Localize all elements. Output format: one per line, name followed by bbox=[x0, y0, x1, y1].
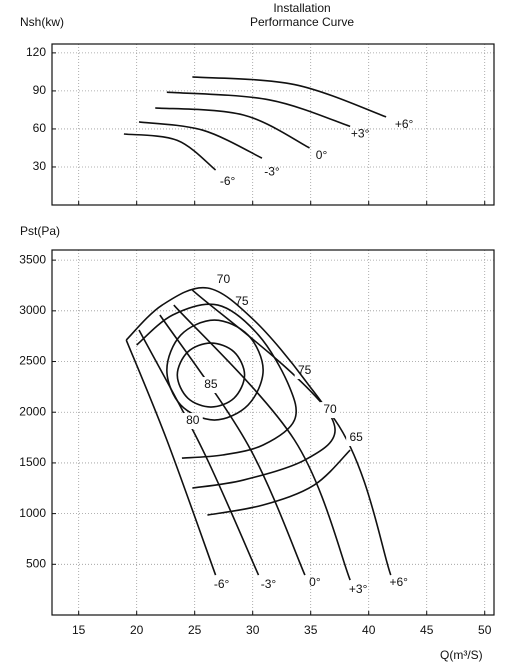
y-tick-label: 60 bbox=[33, 121, 47, 135]
label-bg bbox=[213, 272, 234, 289]
y-tick-label: 2500 bbox=[19, 354, 46, 368]
curve-label: -3° bbox=[261, 577, 277, 591]
label-bg bbox=[294, 363, 315, 380]
performance-curve bbox=[123, 133, 217, 171]
label-bg bbox=[182, 413, 203, 430]
curve-label: +6° bbox=[395, 117, 414, 131]
contour-label: 85 bbox=[204, 377, 218, 391]
x-tick-label: 40 bbox=[362, 623, 376, 637]
y-tick-label: 90 bbox=[33, 83, 47, 97]
curve-label: +6° bbox=[390, 575, 409, 589]
contour-label: 65 bbox=[349, 430, 363, 444]
efficiency-contour bbox=[136, 303, 297, 459]
performance-curve bbox=[155, 107, 310, 149]
curve-label: -6° bbox=[214, 577, 230, 591]
contour-label: 70 bbox=[217, 272, 231, 286]
plot-frame bbox=[51, 43, 495, 206]
x-tick-label: 20 bbox=[130, 623, 144, 637]
chart-title: Installation bbox=[273, 1, 330, 15]
y-tick-label: 2000 bbox=[19, 404, 46, 418]
curve-label: -6° bbox=[220, 174, 236, 188]
x-tick-label: 25 bbox=[188, 623, 202, 637]
performance-curve bbox=[138, 121, 263, 159]
contour-label: 70 bbox=[323, 402, 337, 416]
chart-subtitle: Performance Curve bbox=[250, 15, 354, 29]
y-tick-label: 1000 bbox=[19, 506, 46, 520]
x-tick-label: 45 bbox=[420, 623, 434, 637]
efficiency-contour bbox=[125, 286, 336, 489]
label-bg bbox=[231, 294, 252, 311]
y-tick-label: 3000 bbox=[19, 303, 46, 317]
performance-curve bbox=[173, 304, 351, 581]
x-tick-label: 30 bbox=[246, 623, 260, 637]
x-tick-label: 35 bbox=[304, 623, 318, 637]
x-axis-label: Q(m³/S) bbox=[440, 648, 483, 662]
performance-curve bbox=[159, 314, 306, 576]
curve-label: -3° bbox=[264, 164, 280, 178]
curve-label: +3° bbox=[351, 127, 370, 141]
label-bg bbox=[320, 402, 341, 419]
y-axis-label: Nsh(kw) bbox=[20, 15, 64, 29]
contour-label: 75 bbox=[235, 294, 249, 308]
performance-curve bbox=[166, 91, 351, 128]
y-tick-label: 30 bbox=[33, 159, 47, 173]
performance-curve bbox=[138, 329, 260, 576]
y-tick-label: 3500 bbox=[19, 252, 46, 266]
y-axis-label: Pst(Pa) bbox=[20, 224, 60, 238]
contour-label: 75 bbox=[298, 363, 312, 377]
contour-label: 80 bbox=[186, 413, 200, 427]
efficiency-contour bbox=[207, 449, 351, 516]
plot-frame bbox=[51, 249, 495, 616]
performance-curve bbox=[125, 339, 217, 576]
x-tick-label: 15 bbox=[72, 623, 86, 637]
curve-label: 0° bbox=[309, 575, 321, 589]
curve-label: +3° bbox=[349, 582, 368, 596]
efficiency-contour bbox=[166, 319, 264, 421]
label-bg bbox=[346, 430, 367, 447]
performance-curve bbox=[191, 289, 392, 576]
y-tick-label: 120 bbox=[26, 45, 46, 59]
performance-curve bbox=[192, 76, 387, 118]
y-tick-label: 500 bbox=[26, 556, 46, 570]
x-tick-label: 50 bbox=[478, 623, 492, 637]
label-bg bbox=[200, 377, 221, 394]
curve-label: 0° bbox=[316, 148, 328, 162]
efficiency-contour bbox=[176, 342, 246, 408]
y-tick-label: 1500 bbox=[19, 455, 46, 469]
